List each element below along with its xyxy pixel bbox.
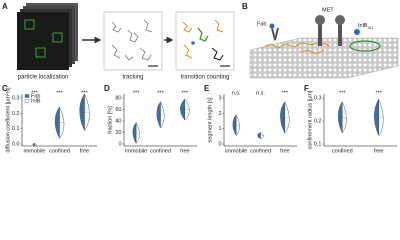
violin-left [280,101,285,134]
violin-left [32,143,35,146]
x-tick-label: confined [150,148,171,154]
x-tick-label: confined [332,148,353,154]
y-tick-label: 40 [115,118,121,124]
significance: *** [31,90,38,96]
y-tick-label: 0.3 [12,95,20,101]
x-tick-label: free [180,148,189,154]
violin-left [79,93,85,131]
y-axis-label: fraction [%] [107,106,113,134]
y-tick-label: 0.3 [314,95,322,101]
tracking-box [103,11,163,71]
y-tick-label: 1 [218,126,221,132]
violin-right [260,132,264,140]
y-tick-label: 80 [115,95,121,101]
y-tick-label: 20 [115,130,121,136]
y-axis-label: segment length [s] [207,97,213,142]
significance: *** [339,90,346,96]
violin-left [54,106,60,139]
figure: A particle localization tracking transit… [2,2,399,154]
y-tick-label: 2 [218,111,221,117]
image-stack [17,3,78,70]
legend-label: Fab [31,93,40,99]
y-tick-label: 0.1 [314,141,322,147]
panel-letter: E [204,84,210,93]
y-tick-label: 0.2 [12,111,20,117]
x-tick-label: confined [250,148,271,154]
panel-letter: D [104,84,110,93]
panel-letter: F [304,84,309,93]
y-tick-label: 3 [218,95,221,101]
legend-label: InlB [31,98,41,104]
caption: tracking [122,75,143,81]
label-met: MET [322,7,334,13]
y-tick-label: 0 [218,141,221,147]
y-tick-label: 0.0 [12,141,20,147]
panel-letter: B [242,2,248,11]
label-inlb-sub: 321 [367,26,373,30]
significance: *** [157,90,164,96]
significance: n.s. [232,90,241,96]
y-tick-label: 0.1 [12,126,20,132]
y-axis-label: confinement radius [µm] [307,90,313,149]
violin-left [156,101,161,128]
significance: *** [56,90,63,96]
y-tick-label: 60 [115,107,121,113]
x-tick-label: immobile [125,148,147,154]
label-inlb: InlB321 [358,23,373,29]
significance: *** [376,90,383,96]
panel-letter: A [2,2,8,11]
significance: *** [133,90,140,96]
significance: *** [282,90,289,96]
membrane [249,15,399,79]
label-fab: Fab [257,21,266,27]
x-tick-label: immobile [225,148,247,154]
x-tick-label: free [280,148,289,154]
caption: transition counting [181,75,230,81]
violin-left [180,98,185,121]
caption: particle localization [18,75,69,81]
significance: *** [81,90,88,96]
x-tick-label: free [374,148,383,154]
y-axis-label: diffusion coefficient [µm²/s] [5,87,11,152]
significance: n.s. [256,90,265,96]
legend-swatch [24,99,30,103]
violin-left [132,122,137,144]
violin-left [337,101,343,134]
violin-left [374,98,379,136]
significance: *** [182,90,189,96]
y-tick-label: 0 [118,141,121,147]
x-tick-label: immobile [23,148,45,154]
x-tick-label: confined [49,148,70,154]
legend-swatch [24,94,30,98]
violin-left [232,114,237,137]
y-tick-label: 0.2 [314,118,322,124]
x-tick-label: free [80,148,89,154]
label-inlb-main: InlB [358,23,368,29]
panel-letter: C [2,84,8,93]
violin-left [257,132,261,139]
transition-box [175,11,235,71]
